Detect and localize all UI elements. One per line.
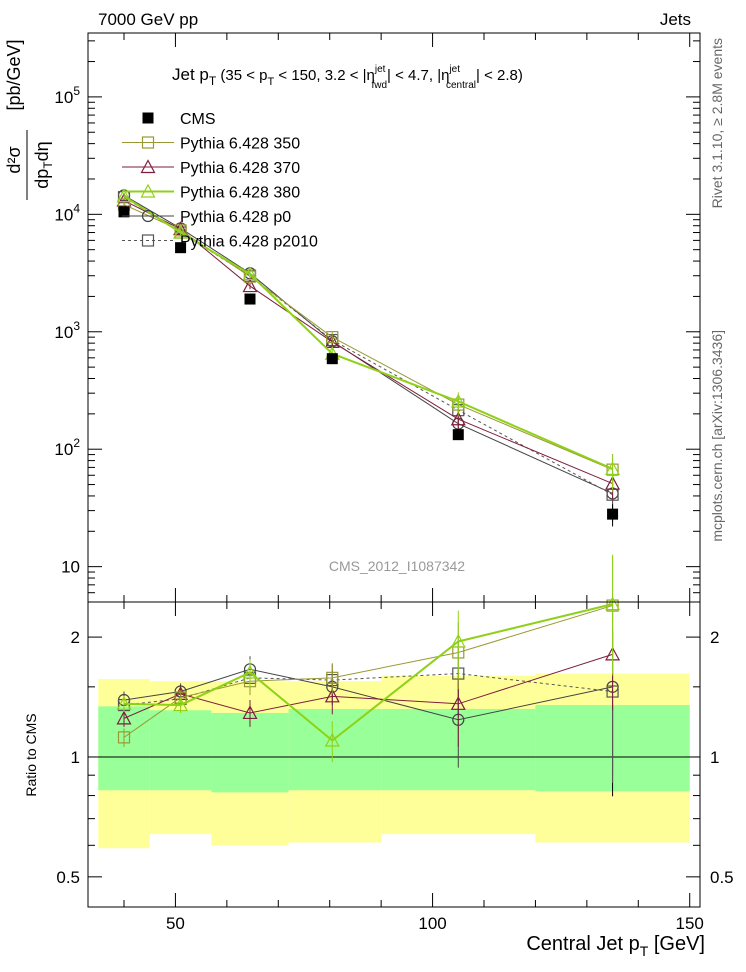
point-cms bbox=[607, 508, 619, 520]
legend: CMS Pythia 6.428 350 Pythia 6.428 370 Pythi… bbox=[122, 111, 318, 251]
legend-label: CMS bbox=[180, 111, 216, 128]
main-ytick-label: 105 bbox=[54, 84, 80, 107]
point-p380 bbox=[450, 393, 466, 408]
ratio-point-p370 bbox=[116, 710, 132, 725]
ratio-point-p380 bbox=[116, 696, 132, 710]
xtick-label: 50 bbox=[166, 914, 185, 933]
side-text-bottom: mcplots.cern.ch [arXiv:1306.3436] bbox=[709, 330, 725, 542]
ratio-ylabel: Ratio to CMS bbox=[23, 713, 39, 796]
ratio-line-p2010 bbox=[123, 673, 613, 706]
ratio-x-axis: 50 100 150 bbox=[123, 602, 704, 933]
legend-marker-cms bbox=[142, 112, 154, 124]
point-cms bbox=[326, 353, 338, 365]
ratio-point-p350 bbox=[326, 671, 339, 684]
point-p380 bbox=[173, 224, 189, 239]
point-p380 bbox=[605, 461, 621, 475]
point-p370 bbox=[242, 278, 258, 293]
legend-label: Pythia 6.428 350 bbox=[180, 136, 300, 153]
main-ytick-label: 102 bbox=[54, 436, 80, 459]
ratio-ytick-label-right: 1 bbox=[710, 748, 719, 767]
legend-label: Pythia 6.428 p0 bbox=[180, 209, 291, 226]
legend-entry-p2010: Pythia 6.428 p2010 bbox=[122, 234, 318, 251]
main-ytick-label: 10 bbox=[61, 558, 80, 577]
legend-marker-p2010 bbox=[141, 234, 155, 247]
main-ytick-label: 104 bbox=[54, 201, 80, 224]
ratio-point-p380 bbox=[605, 596, 621, 611]
ratio-ytick-label: 0.5 bbox=[56, 868, 80, 887]
legend-label: Pythia 6.428 p2010 bbox=[180, 234, 318, 251]
legend-marker-p380 bbox=[140, 183, 156, 198]
ratio-ytick-label: 1 bbox=[71, 748, 80, 767]
main-ylabel: d²σ dpTdη [pb/GeV] bbox=[4, 39, 55, 200]
ratio-plot: 0.5 0.5 1 1 2 2 50 100 150 bbox=[56, 554, 734, 933]
ratio-line-p370 bbox=[123, 653, 613, 719]
ratio-line-p380 bbox=[123, 603, 613, 742]
svg-text:[pb/GeV]: [pb/GeV] bbox=[4, 39, 24, 110]
ratio-series-p380 bbox=[116, 554, 621, 763]
legend-entry-p0: Pythia 6.428 p0 bbox=[122, 209, 291, 226]
ratio-frame bbox=[87, 601, 701, 908]
legend-marker-p370 bbox=[140, 159, 156, 174]
legend-label: Pythia 6.428 380 bbox=[180, 185, 300, 202]
svg-text:dpTdη: dpTdη bbox=[32, 141, 55, 188]
legend-entry-p370: Pythia 6.428 370 bbox=[122, 159, 300, 177]
ratio-point-p370 bbox=[324, 688, 340, 703]
header-right: Jets bbox=[660, 10, 691, 29]
ratio-point-p380 bbox=[242, 664, 258, 679]
ratio-y-axis: 0.5 0.5 1 1 2 2 bbox=[56, 628, 733, 887]
legend-entry-cms: CMS bbox=[142, 111, 216, 128]
watermark: CMS_2012_I1087342 bbox=[329, 558, 465, 574]
x-axis-label: Central Jet pT [GeV] bbox=[526, 933, 705, 959]
legend-marker-p0 bbox=[141, 209, 155, 223]
svg-text:d²σ: d²σ bbox=[4, 146, 24, 173]
xtick-label: 150 bbox=[676, 914, 704, 933]
ratio-ytick-label-right: 0.5 bbox=[710, 868, 734, 887]
series-p380 bbox=[116, 188, 621, 489]
legend-entry-p380: Pythia 6.428 380 bbox=[122, 183, 300, 202]
legend-entry-p350: Pythia 6.428 350 bbox=[122, 136, 300, 153]
main-ytick-label: 103 bbox=[54, 319, 80, 342]
point-cms bbox=[175, 242, 187, 254]
series-line-p380 bbox=[123, 195, 613, 470]
point-cms bbox=[244, 293, 256, 305]
header-left: 7000 GeV pp bbox=[98, 10, 198, 29]
point-cms bbox=[118, 206, 130, 218]
point-cms bbox=[452, 429, 464, 441]
point-p370 bbox=[450, 411, 466, 426]
ratio-point-p350 bbox=[117, 731, 131, 744]
point-p380 bbox=[116, 188, 132, 203]
ratio-ytick-label: 2 bbox=[71, 628, 80, 647]
band-inner bbox=[288, 708, 382, 791]
ratio-point-p380 bbox=[324, 732, 340, 747]
chart-title: Jet pT (35 < pT < 150, 3.2 < |ηjet fwd| <… bbox=[172, 64, 523, 91]
side-text-top: Rivet 3.1.10, ≥ 2.8M events bbox=[709, 38, 725, 208]
ratio-point-p380 bbox=[173, 697, 189, 712]
main-y-axis: 10 102 103 104 105 bbox=[54, 40, 700, 603]
main-x-axis bbox=[123, 33, 691, 602]
ratio-series-p370 bbox=[116, 612, 621, 747]
series-cms bbox=[118, 206, 619, 527]
ratio-point-p370 bbox=[450, 696, 466, 710]
ratio-ytick-label-right: 2 bbox=[710, 628, 719, 647]
legend-label: Pythia 6.428 370 bbox=[180, 160, 300, 177]
legend-marker-p350 bbox=[141, 136, 155, 149]
ratio-line-p0 bbox=[123, 668, 613, 721]
point-p350 bbox=[326, 331, 339, 344]
ratio-point-p370 bbox=[242, 705, 258, 720]
band-inner bbox=[149, 710, 212, 791]
point-p380 bbox=[242, 266, 258, 281]
main-plot: 10 102 103 104 105 bbox=[54, 32, 701, 603]
ratio-point-p380 bbox=[450, 633, 466, 648]
xtick-label: 100 bbox=[418, 914, 446, 933]
